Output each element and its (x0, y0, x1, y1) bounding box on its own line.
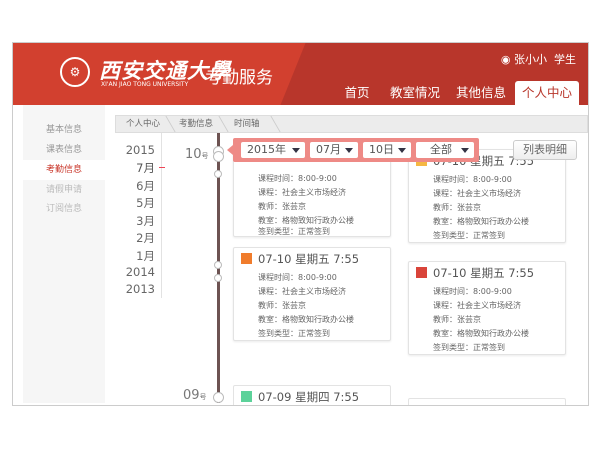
nav-home[interactable]: 首页 (344, 85, 370, 100)
breadcrumb-separator (261, 116, 281, 132)
day-label: 10号 (185, 147, 209, 162)
sidebar-item-subscription[interactable]: 订阅信息 (45, 204, 82, 214)
attendance-card[interactable]: 07-09 星期四 7:55 (233, 385, 391, 405)
active-month-marker (159, 167, 165, 168)
sidebar: 基本信息 课表信息 考勤信息 请假申请 订阅信息 (23, 105, 105, 403)
timeline-node (213, 392, 224, 403)
user-info[interactable]: ◉ 张小小 学生 (501, 51, 576, 67)
attendance-status-icon (241, 253, 252, 264)
sidebar-item-schedule[interactable]: 课表信息 (45, 145, 82, 155)
year-select[interactable]: 2015年 (241, 142, 305, 158)
attendance-card[interactable]: 07-10 星期五 7:55 课程时间：8:00-9:00 课程：社会主义市场经… (408, 261, 566, 355)
month-1[interactable]: 1月 (136, 249, 155, 263)
user-name: 张小小 (514, 53, 547, 66)
app-title: 考勤服务 (205, 68, 273, 88)
month-7[interactable]: 7月 (136, 161, 155, 175)
timeline-node (214, 274, 222, 282)
type-select[interactable]: 全部 (416, 142, 474, 158)
year-2014[interactable]: 2014 (125, 265, 155, 279)
caret-down-icon (345, 148, 353, 153)
month-select[interactable]: 07月 (310, 142, 358, 158)
attendance-status-icon (416, 267, 427, 278)
day-select[interactable]: 10日 (363, 142, 411, 158)
sidebar-item-leave[interactable]: 请假申请 (45, 185, 82, 195)
university-emblem-icon: ⚙ (60, 57, 90, 87)
user-icon: ◉ (500, 53, 511, 66)
month-3[interactable]: 3月 (136, 214, 155, 228)
year-2013[interactable]: 2013 (125, 282, 155, 296)
timeline-node (214, 170, 222, 178)
divider (161, 133, 162, 298)
attendance-status-icon (241, 391, 252, 402)
date-filter-bar: 2015年 07月 10日 全部 (227, 138, 479, 162)
year-2015[interactable]: 2015 (125, 143, 155, 157)
attendance-card[interactable]: 07-10 星期五 7:55 课程时间：8:00-9:00 课程：社会主义市场经… (408, 149, 566, 243)
sidebar-item-basic-info[interactable]: 基本信息 (45, 125, 82, 135)
nav-other-info[interactable]: 其他信息 (455, 85, 506, 100)
month-5[interactable]: 5月 (136, 196, 155, 210)
breadcrumb-personal[interactable]: 个人中心 (126, 119, 161, 129)
day-label: 09号 (183, 388, 207, 403)
list-detail-button[interactable]: 列表明细 (513, 140, 577, 160)
app-window: ⚙ 西安交通大學 XI'AN JIAO TONG UNIVERSITY 考勤服务… (12, 42, 589, 406)
caret-down-icon (398, 148, 406, 153)
attendance-card[interactable]: 07-10 星期五 7:55 课程时间：8:00-9:00 课程：社会主义市场经… (233, 247, 391, 341)
logo-en: XI'AN JIAO TONG UNIVERSITY (101, 81, 189, 88)
month-2[interactable]: 2月 (136, 231, 155, 245)
breadcrumb-attendance[interactable]: 考勤信息 (179, 119, 214, 129)
breadcrumb: 个人中心 考勤信息 时间轴 (115, 115, 588, 133)
timeline-node (213, 151, 224, 162)
nav-classroom[interactable]: 教室情况 (389, 85, 440, 100)
timeline-node (214, 261, 222, 269)
caret-down-icon (292, 148, 300, 153)
sidebar-item-attendance[interactable]: 考勤信息 (23, 160, 105, 180)
user-role: 学生 (554, 53, 576, 66)
attendance-card[interactable] (408, 398, 566, 405)
logo: 西安交通大學 (99, 58, 231, 83)
breadcrumb-timeline: 时间轴 (234, 119, 260, 129)
nav-personal-center[interactable]: 个人中心 (515, 81, 579, 105)
header: ⚙ 西安交通大學 XI'AN JIAO TONG UNIVERSITY 考勤服务… (13, 43, 588, 105)
month-6[interactable]: 6月 (136, 179, 155, 193)
caret-down-icon (461, 148, 469, 153)
